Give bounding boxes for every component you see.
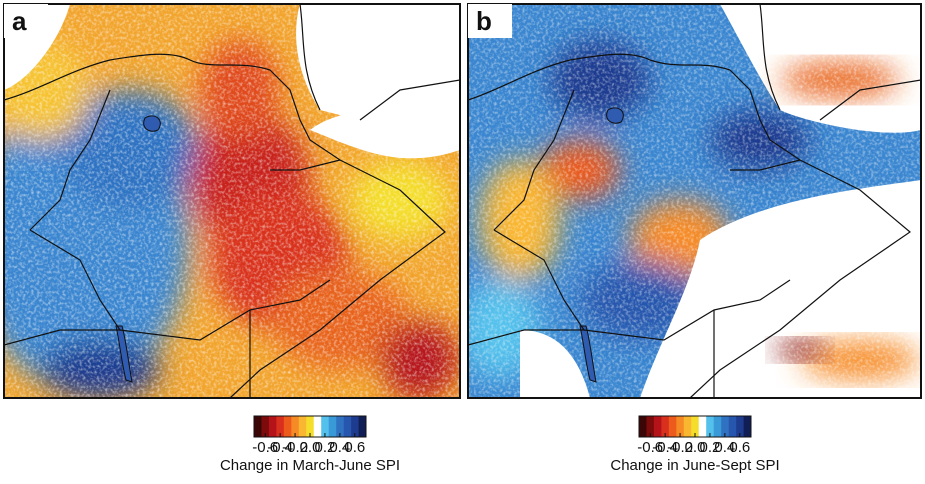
colorbar-tick-label: 0.4	[714, 439, 735, 456]
colorbar-tick-label: -0.2	[282, 439, 308, 456]
colorbar-swatch	[291, 416, 300, 437]
colorbar-swatch	[698, 416, 707, 437]
colorbar-swatch	[736, 416, 744, 437]
colorbar-swatch	[306, 416, 315, 437]
colorbar-swatch	[713, 416, 722, 437]
colorbar-swatch	[321, 416, 329, 437]
colorbar-swatch	[706, 416, 714, 437]
colorbar-swatch	[721, 416, 729, 437]
colorbar-swatch	[683, 416, 692, 437]
colorbar-tick-label: -0.4	[267, 439, 293, 456]
colorbar-swatch	[639, 416, 647, 437]
colorbar-tick-label: 0.2	[315, 439, 336, 456]
colorbar-swatch	[676, 416, 685, 437]
panel-label: b	[476, 6, 492, 36]
colorbar-tick-label: 0.6	[729, 439, 750, 456]
colorbar-tick-label: -0.6	[252, 439, 278, 456]
colorbar-swatch	[276, 416, 285, 437]
colorbar-tick-label: -0.4	[652, 439, 678, 456]
colorbar-tick-label: 0.6	[344, 439, 365, 456]
colorbar-swatch	[328, 416, 337, 437]
colorbar-swatch	[254, 416, 262, 437]
colorbar-tick-label: 0.0	[685, 439, 706, 456]
colorbar-swatch	[298, 416, 307, 437]
colorbar-caption: Change in March-June SPI	[220, 457, 400, 474]
colorbar-swatch	[646, 416, 655, 437]
panel-label: a	[12, 6, 27, 36]
colorbar-caption: Change in June-Sept SPI	[610, 457, 779, 474]
colorbar-swatch	[261, 416, 270, 437]
colorbar-swatch	[691, 416, 700, 437]
colorbar-swatch	[358, 416, 367, 437]
colorbar-tick-label: -0.6	[637, 439, 663, 456]
colorbar-tick-label: 0.2	[700, 439, 721, 456]
colorbar-swatch	[343, 416, 352, 437]
colorbar-swatch	[313, 416, 322, 437]
colorbar-swatch	[351, 416, 359, 437]
colorbar-tick-label: -0.2	[667, 439, 693, 456]
colorbar-tick-label: 0.0	[300, 439, 321, 456]
colorbar-swatch	[653, 416, 662, 437]
colorbar-swatch	[336, 416, 344, 437]
colorbar-swatch	[728, 416, 737, 437]
colorbar-swatch	[268, 416, 277, 437]
colorbar-swatch	[743, 416, 752, 437]
map-b	[468, 4, 921, 398]
colorbar-tick-label: 0.4	[329, 439, 350, 456]
colorbar-swatch	[668, 416, 677, 437]
map-a	[4, 4, 460, 398]
colorbar-swatch	[283, 416, 292, 437]
colorbar-swatch	[661, 416, 670, 437]
